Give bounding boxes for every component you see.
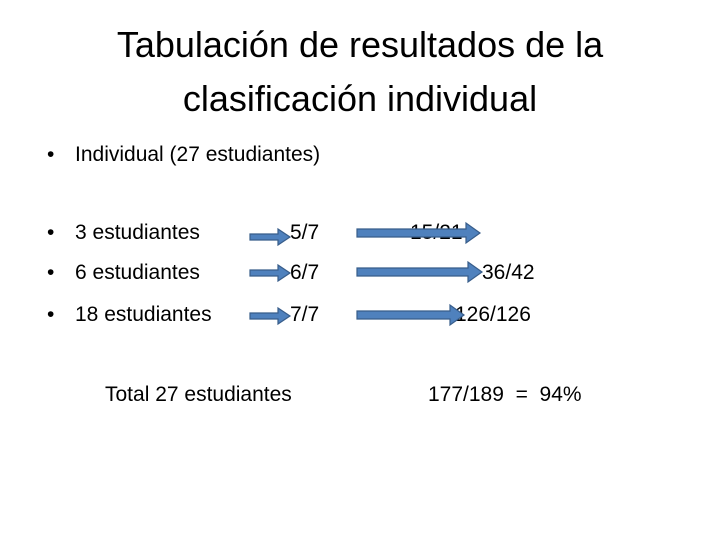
row-ratio: 5/7 [290,221,320,244]
bullet: • [47,261,55,284]
arrow [249,227,292,247]
arrow [356,221,482,245]
arrow [249,263,292,283]
total-result: 177/189 = 94% [428,383,582,406]
row-label: 18 estudiantes [75,303,212,326]
row-label: 6 estudiantes [75,261,200,284]
row-ratio: 7/7 [290,303,320,326]
arrow [356,303,466,327]
row-ratio: 6/7 [290,261,320,284]
intro-text: Individual (27 estudiantes) [75,143,321,166]
arrow [356,260,484,284]
arrow [249,306,292,326]
bullet: • [47,221,55,244]
row-result: 126/126 [455,303,531,326]
bullet: • [47,143,55,166]
row-result: 36/42 [482,261,535,284]
bullet: • [47,303,55,326]
slide-title: Tabulación de resultados de la clasifica… [116,24,604,119]
row-label: 3 estudiantes [75,221,200,244]
total-label: Total 27 estudiantes [105,383,292,406]
